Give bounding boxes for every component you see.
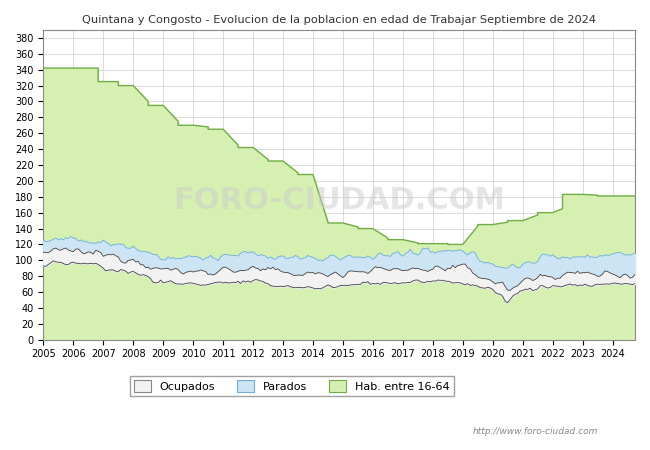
Legend: Ocupados, Parados, Hab. entre 16-64: Ocupados, Parados, Hab. entre 16-64 <box>129 376 454 396</box>
Title: Quintana y Congosto - Evolucion de la poblacion en edad de Trabajar Septiembre d: Quintana y Congosto - Evolucion de la po… <box>82 15 596 25</box>
Text: http://www.foro-ciudad.com: http://www.foro-ciudad.com <box>473 428 598 436</box>
Text: FORO-CIUDAD.COM: FORO-CIUDAD.COM <box>173 186 505 215</box>
